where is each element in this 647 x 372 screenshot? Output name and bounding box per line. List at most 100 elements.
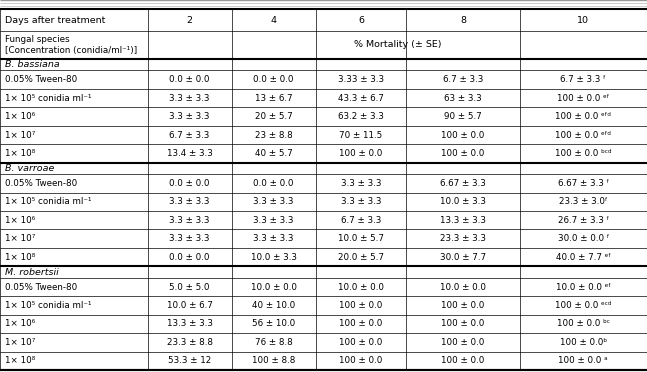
Text: B. varroae: B. varroae <box>5 164 54 173</box>
Text: 6.67 ± 3.3: 6.67 ± 3.3 <box>440 179 486 188</box>
Text: 26.7 ± 3.3 ᶠ: 26.7 ± 3.3 ᶠ <box>558 216 609 225</box>
Text: 0.05% Tween-80: 0.05% Tween-80 <box>5 179 77 188</box>
Text: 6.7 ± 3.3: 6.7 ± 3.3 <box>443 75 483 84</box>
Text: 13.4 ± 3.3: 13.4 ± 3.3 <box>167 149 212 158</box>
Text: 56 ± 10.0: 56 ± 10.0 <box>252 320 295 328</box>
Text: 6: 6 <box>358 16 364 25</box>
Text: 23.3 ± 3.0ᶠ: 23.3 ± 3.0ᶠ <box>559 197 608 206</box>
Text: 0.0 ± 0.0: 0.0 ± 0.0 <box>170 179 210 188</box>
Text: 3.33 ± 3.3: 3.33 ± 3.3 <box>338 75 384 84</box>
Text: 8: 8 <box>460 16 466 25</box>
Text: 1× 10⁶: 1× 10⁶ <box>5 320 35 328</box>
Text: 100 ± 0.0: 100 ± 0.0 <box>441 131 485 140</box>
Text: 100 ± 0.0: 100 ± 0.0 <box>441 320 485 328</box>
Text: 3.3 ± 3.3: 3.3 ± 3.3 <box>170 197 210 206</box>
Text: 1× 10⁵ conidia ml⁻¹: 1× 10⁵ conidia ml⁻¹ <box>5 94 91 103</box>
Text: 4: 4 <box>270 16 277 25</box>
Text: 100 ± 0.0: 100 ± 0.0 <box>339 301 383 310</box>
Text: 100 ± 0.0 ᵉᶠᵈ: 100 ± 0.0 ᵉᶠᵈ <box>555 131 611 140</box>
Text: 3.3 ± 3.3: 3.3 ± 3.3 <box>170 234 210 243</box>
Text: 100 ± 0.0: 100 ± 0.0 <box>441 338 485 347</box>
Text: 40.0 ± 7.7 ᵉᶠ: 40.0 ± 7.7 ᵉᶠ <box>556 253 611 262</box>
Text: 10.0 ± 5.7: 10.0 ± 5.7 <box>338 234 384 243</box>
Text: 23.3 ± 3.3: 23.3 ± 3.3 <box>440 234 486 243</box>
Text: 1× 10⁷: 1× 10⁷ <box>5 131 35 140</box>
Text: 10.0 ± 0.0 ᵉᶠ: 10.0 ± 0.0 ᵉᶠ <box>556 282 611 292</box>
Text: 23 ± 8.8: 23 ± 8.8 <box>255 131 292 140</box>
Text: 23.3 ± 8.8: 23.3 ± 8.8 <box>166 338 213 347</box>
Text: 3.3 ± 3.3: 3.3 ± 3.3 <box>170 94 210 103</box>
Text: 100 ± 0.0: 100 ± 0.0 <box>339 320 383 328</box>
Text: 100 ± 0.0 ᵉᶜᵈ: 100 ± 0.0 ᵉᶜᵈ <box>555 301 611 310</box>
Text: 100 ± 0.0: 100 ± 0.0 <box>441 356 485 365</box>
Text: 30.0 ± 7.7: 30.0 ± 7.7 <box>440 253 486 262</box>
Text: 1× 10⁶: 1× 10⁶ <box>5 216 35 225</box>
Text: 100 ± 0.0 ᵉᶠᵈ: 100 ± 0.0 ᵉᶠᵈ <box>555 112 611 121</box>
Text: 3.3 ± 3.3: 3.3 ± 3.3 <box>254 216 294 225</box>
Text: 100 ± 0.0 ᵇᶜ: 100 ± 0.0 ᵇᶜ <box>557 320 609 328</box>
Text: 1× 10⁵ conidia ml⁻¹: 1× 10⁵ conidia ml⁻¹ <box>5 301 91 310</box>
Text: 100 ± 0.0 ᵉᶠ: 100 ± 0.0 ᵉᶠ <box>557 94 609 103</box>
Text: 10: 10 <box>577 16 589 25</box>
Text: 0.0 ± 0.0: 0.0 ± 0.0 <box>170 253 210 262</box>
Text: 100 ± 0.0 ᵇᶜᵈ: 100 ± 0.0 ᵇᶜᵈ <box>555 149 611 158</box>
Text: 90 ± 5.7: 90 ± 5.7 <box>444 112 482 121</box>
Text: 10.0 ± 0.0: 10.0 ± 0.0 <box>338 282 384 292</box>
Text: % Mortality (± SE): % Mortality (± SE) <box>353 41 441 49</box>
Text: 0.0 ± 0.0: 0.0 ± 0.0 <box>170 75 210 84</box>
Text: 1× 10⁷: 1× 10⁷ <box>5 234 35 243</box>
Text: 30.0 ± 0.0 ᶠ: 30.0 ± 0.0 ᶠ <box>558 234 609 243</box>
Text: 10.0 ± 6.7: 10.0 ± 6.7 <box>167 301 212 310</box>
Text: 3.3 ± 3.3: 3.3 ± 3.3 <box>341 197 381 206</box>
Text: 6.7 ± 3.3: 6.7 ± 3.3 <box>341 216 381 225</box>
Text: 100 ± 0.0: 100 ± 0.0 <box>339 356 383 365</box>
Text: 10.0 ± 3.3: 10.0 ± 3.3 <box>440 197 486 206</box>
Text: 100 ± 0.0: 100 ± 0.0 <box>441 149 485 158</box>
Text: B. bassiana: B. bassiana <box>5 60 60 69</box>
Text: 100 ± 8.8: 100 ± 8.8 <box>252 356 296 365</box>
Text: 13.3 ± 3.3: 13.3 ± 3.3 <box>440 216 486 225</box>
Text: 1× 10⁸: 1× 10⁸ <box>5 149 35 158</box>
Text: 100 ± 0.0 ᵃ: 100 ± 0.0 ᵃ <box>558 356 608 365</box>
Text: 3.3 ± 3.3: 3.3 ± 3.3 <box>170 216 210 225</box>
Text: 53.3 ± 12: 53.3 ± 12 <box>168 356 211 365</box>
Text: 100 ± 0.0ᵇ: 100 ± 0.0ᵇ <box>560 338 607 347</box>
Text: 63 ± 3.3: 63 ± 3.3 <box>444 94 482 103</box>
Text: 1× 10⁸: 1× 10⁸ <box>5 253 35 262</box>
Text: 40 ± 5.7: 40 ± 5.7 <box>255 149 292 158</box>
Text: 3.3 ± 3.3: 3.3 ± 3.3 <box>170 112 210 121</box>
Text: 20 ± 5.7: 20 ± 5.7 <box>255 112 292 121</box>
Text: 1× 10⁵ conidia ml⁻¹: 1× 10⁵ conidia ml⁻¹ <box>5 197 91 206</box>
Text: 100 ± 0.0: 100 ± 0.0 <box>339 338 383 347</box>
Text: 40 ± 10.0: 40 ± 10.0 <box>252 301 295 310</box>
Text: 13 ± 6.7: 13 ± 6.7 <box>255 94 292 103</box>
Text: 0.0 ± 0.0: 0.0 ± 0.0 <box>254 179 294 188</box>
Text: 10.0 ± 0.0: 10.0 ± 0.0 <box>440 282 486 292</box>
Text: M. robertsii: M. robertsii <box>5 267 58 277</box>
Text: 1× 10⁸: 1× 10⁸ <box>5 356 35 365</box>
Text: 0.05% Tween-80: 0.05% Tween-80 <box>5 75 77 84</box>
Text: 1× 10⁷: 1× 10⁷ <box>5 338 35 347</box>
Text: 100 ± 0.0: 100 ± 0.0 <box>441 301 485 310</box>
Text: 3.3 ± 3.3: 3.3 ± 3.3 <box>254 234 294 243</box>
Text: Fungal species
[Concentration (conidia/ml⁻¹)]: Fungal species [Concentration (conidia/m… <box>5 35 137 55</box>
Text: 70 ± 11.5: 70 ± 11.5 <box>340 131 382 140</box>
Text: 0.05% Tween-80: 0.05% Tween-80 <box>5 282 77 292</box>
Text: 1× 10⁶: 1× 10⁶ <box>5 112 35 121</box>
Text: 10.0 ± 3.3: 10.0 ± 3.3 <box>250 253 297 262</box>
Text: 13.3 ± 3.3: 13.3 ± 3.3 <box>166 320 213 328</box>
Text: 6.7 ± 3.3: 6.7 ± 3.3 <box>170 131 210 140</box>
Text: 100 ± 0.0: 100 ± 0.0 <box>339 149 383 158</box>
Text: 43.3 ± 6.7: 43.3 ± 6.7 <box>338 94 384 103</box>
Text: 6.67 ± 3.3 ᶠ: 6.67 ± 3.3 ᶠ <box>558 179 609 188</box>
Text: 2: 2 <box>186 16 193 25</box>
Text: 0.0 ± 0.0: 0.0 ± 0.0 <box>254 75 294 84</box>
Text: 5.0 ± 5.0: 5.0 ± 5.0 <box>170 282 210 292</box>
Text: 63.2 ± 3.3: 63.2 ± 3.3 <box>338 112 384 121</box>
Text: 6.7 ± 3.3 ᶠ: 6.7 ± 3.3 ᶠ <box>560 75 606 84</box>
Text: 10.0 ± 0.0: 10.0 ± 0.0 <box>250 282 297 292</box>
Text: 3.3 ± 3.3: 3.3 ± 3.3 <box>341 179 381 188</box>
Text: 3.3 ± 3.3: 3.3 ± 3.3 <box>254 197 294 206</box>
Text: Days after treatment: Days after treatment <box>5 16 105 25</box>
Text: 76 ± 8.8: 76 ± 8.8 <box>255 338 292 347</box>
